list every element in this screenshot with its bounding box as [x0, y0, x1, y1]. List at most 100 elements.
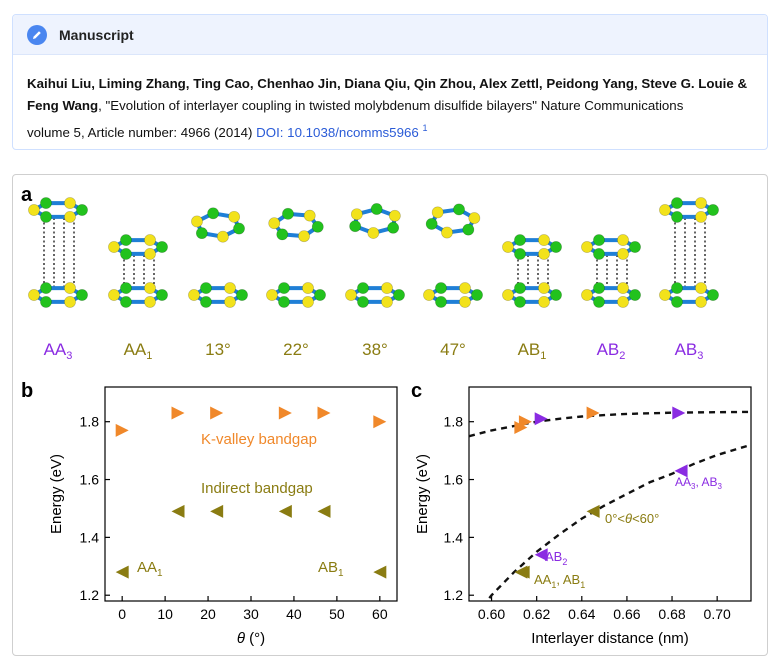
- panel-c-axes-frame: [468, 386, 752, 602]
- citation-text: Kaihui Liu, Liming Zhang, Ting Cao, Chen…: [13, 55, 767, 144]
- x-tick-label: 0.66: [613, 606, 640, 622]
- panel-b-label: b: [21, 380, 33, 402]
- x-tick-label: 0.70: [704, 606, 731, 622]
- s-atom: [302, 282, 314, 294]
- structure-6: [423, 203, 483, 308]
- panel-b-ylabel: Energy (eV): [48, 454, 65, 534]
- mo-atom: [236, 289, 248, 301]
- structure-5: [345, 203, 405, 308]
- annotation-ab2: AB2: [545, 549, 567, 567]
- mo-atom: [40, 296, 52, 308]
- panel-c-point: [534, 412, 548, 426]
- panel-c-point: [674, 464, 688, 478]
- footnote-ref[interactable]: 1: [422, 123, 428, 133]
- mo-atom: [671, 211, 683, 223]
- s-atom: [188, 289, 200, 301]
- mo-atom: [314, 289, 326, 301]
- s-atom: [144, 296, 156, 308]
- x-tick-label: 0.62: [523, 606, 550, 622]
- manuscript-header: Manuscript: [13, 15, 767, 55]
- s-atom: [617, 296, 629, 308]
- mo-atom: [156, 289, 168, 301]
- doi-link[interactable]: DOI: 10.1038/ncomms5966: [256, 125, 419, 140]
- s-atom: [431, 206, 444, 219]
- s-atom: [381, 296, 393, 308]
- s-atom: [538, 234, 550, 246]
- mo-atom: [278, 296, 290, 308]
- structure-label: 13°: [205, 340, 231, 359]
- s-atom: [617, 234, 629, 246]
- mo-atom: [514, 296, 526, 308]
- s-atom: [228, 210, 241, 223]
- mo-atom: [550, 289, 562, 301]
- panel-c-point: [586, 406, 600, 420]
- structure-label: AA3: [44, 340, 73, 362]
- mo-atom: [462, 223, 475, 236]
- s-atom: [298, 230, 310, 243]
- x-tick-label: 0.68: [658, 606, 685, 622]
- panel-c-label: c: [411, 380, 422, 402]
- pencil-icon: [27, 24, 47, 45]
- mo-atom: [156, 241, 168, 253]
- s-atom: [144, 248, 156, 260]
- s-atom: [28, 289, 40, 301]
- x-tick-label: 20: [200, 606, 216, 622]
- mo-atom: [514, 234, 526, 246]
- mo-atom: [435, 296, 447, 308]
- s-atom: [64, 282, 76, 294]
- s-atom: [266, 289, 278, 301]
- x-tick-label: 0: [118, 606, 126, 622]
- panel-b-point: [278, 406, 292, 420]
- series-label-indirect: Indirect bandgap: [201, 480, 313, 497]
- mo-atom: [593, 234, 605, 246]
- s-atom: [538, 296, 550, 308]
- panel-b-point: [373, 415, 387, 429]
- mo-atom: [349, 220, 362, 233]
- mo-atom: [425, 218, 438, 230]
- annotation-aa1-ab1: AA1, AB1: [534, 572, 585, 590]
- s-atom: [468, 212, 481, 224]
- mo-atom: [671, 197, 683, 209]
- panel-a-label: a: [21, 184, 33, 206]
- annotation-ab1: AB1: [318, 559, 344, 579]
- s-atom: [659, 289, 671, 301]
- annotation-aa3-ab3: AA3, AB3: [675, 475, 722, 491]
- s-atom: [64, 197, 76, 209]
- panel-b-point: [210, 406, 224, 420]
- panel-a: a AA3 AA1 13° 22° 38° 47° AB1 AB2 AB3: [21, 184, 719, 362]
- panel-c-point: [516, 565, 530, 579]
- s-atom: [345, 289, 357, 301]
- s-atom: [388, 209, 401, 222]
- s-atom: [302, 296, 314, 308]
- mo-atom: [233, 222, 245, 235]
- s-atom: [695, 296, 707, 308]
- s-atom: [695, 197, 707, 209]
- s-atom: [502, 241, 514, 253]
- s-atom: [268, 217, 281, 230]
- structure-7: [502, 234, 562, 308]
- structure-label: 38°: [362, 340, 388, 359]
- mo-atom: [393, 289, 405, 301]
- structure-2: [108, 234, 168, 308]
- y-tick-label: 1.4: [444, 529, 464, 545]
- mo-atom: [76, 204, 88, 216]
- panel-b-point: [115, 565, 129, 579]
- x-tick-label: 50: [329, 606, 345, 622]
- s-atom: [144, 234, 156, 246]
- panel-c-plot-area: [469, 410, 751, 601]
- x-tick-label: 0.60: [478, 606, 505, 622]
- s-atom: [224, 296, 236, 308]
- x-tick-label: 30: [243, 606, 259, 622]
- mo-atom: [593, 248, 605, 260]
- mo-atom: [370, 203, 383, 215]
- s-atom: [459, 296, 471, 308]
- s-atom: [441, 226, 453, 239]
- panel-c-point: [586, 504, 600, 518]
- annotation-twist-range: 0°<θ<60°: [605, 511, 659, 526]
- panel-b: b 0 10 20 30 40 50 60 1.2 1.4 1.6 1.8 K-valley bandg…: [21, 380, 398, 647]
- mo-atom: [278, 282, 290, 294]
- s-atom: [303, 209, 316, 222]
- s-atom: [423, 289, 435, 301]
- x-tick-label: 40: [286, 606, 302, 622]
- mo-atom: [707, 204, 719, 216]
